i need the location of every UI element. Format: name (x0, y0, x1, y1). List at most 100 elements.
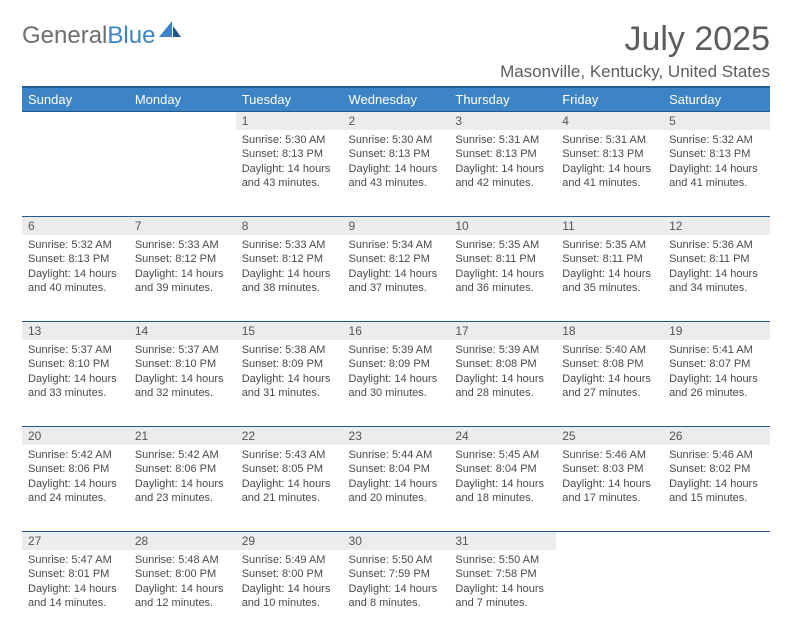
day-cell: Sunrise: 5:49 AMSunset: 8:00 PMDaylight:… (236, 550, 343, 613)
header: GeneralBlue July 2025 Masonville, Kentuc… (22, 22, 770, 82)
day-cell: Sunrise: 5:40 AMSunset: 8:08 PMDaylight:… (556, 340, 663, 403)
sunrise-line: Sunrise: 5:33 AM (135, 238, 230, 252)
sunrise-line: Sunrise: 5:30 AM (349, 133, 444, 147)
sunrise-line: Sunrise: 5:45 AM (455, 448, 550, 462)
sunset-line: Sunset: 8:07 PM (669, 357, 764, 371)
day-number-empty (556, 531, 663, 550)
day-number-row: 12345 (22, 111, 770, 130)
day-cell: Sunrise: 5:46 AMSunset: 8:02 PMDaylight:… (663, 445, 770, 508)
day-header: Saturday (663, 87, 770, 111)
daylight-line: Daylight: 14 hours and 8 minutes. (349, 582, 444, 611)
sunrise-line: Sunrise: 5:48 AM (135, 553, 230, 567)
day-number: 13 (22, 321, 129, 340)
daylight-line: Daylight: 14 hours and 31 minutes. (242, 372, 337, 401)
day-cell: Sunrise: 5:38 AMSunset: 8:09 PMDaylight:… (236, 340, 343, 403)
day-number: 29 (236, 531, 343, 550)
daylight-line: Daylight: 14 hours and 26 minutes. (669, 372, 764, 401)
day-header: Monday (129, 87, 236, 111)
sunset-line: Sunset: 8:10 PM (28, 357, 123, 371)
day-cell: Sunrise: 5:31 AMSunset: 8:13 PMDaylight:… (556, 130, 663, 193)
sunset-line: Sunset: 8:03 PM (562, 462, 657, 476)
sunset-line: Sunset: 8:12 PM (349, 252, 444, 266)
sunrise-line: Sunrise: 5:37 AM (135, 343, 230, 357)
day-number: 8 (236, 216, 343, 235)
day-number: 14 (129, 321, 236, 340)
daylight-line: Daylight: 14 hours and 40 minutes. (28, 267, 123, 296)
daylight-line: Daylight: 14 hours and 17 minutes. (562, 477, 657, 506)
day-number: 19 (663, 321, 770, 340)
day-header: Friday (556, 87, 663, 111)
daylight-line: Daylight: 14 hours and 14 minutes. (28, 582, 123, 611)
day-cell (22, 130, 129, 136)
sunrise-line: Sunrise: 5:39 AM (455, 343, 550, 357)
sunrise-line: Sunrise: 5:46 AM (669, 448, 764, 462)
sunrise-line: Sunrise: 5:44 AM (349, 448, 444, 462)
day-header: Wednesday (343, 87, 450, 111)
brand-logo: GeneralBlue (22, 22, 181, 50)
day-number: 28 (129, 531, 236, 550)
page-title: July 2025 (500, 22, 770, 56)
sunset-line: Sunset: 8:06 PM (135, 462, 230, 476)
daylight-line: Daylight: 14 hours and 38 minutes. (242, 267, 337, 296)
daylight-line: Daylight: 14 hours and 42 minutes. (455, 162, 550, 191)
sunrise-line: Sunrise: 5:47 AM (28, 553, 123, 567)
day-cell: Sunrise: 5:47 AMSunset: 8:01 PMDaylight:… (22, 550, 129, 613)
day-number: 22 (236, 426, 343, 445)
day-cell: Sunrise: 5:34 AMSunset: 8:12 PMDaylight:… (343, 235, 450, 298)
day-content-row: Sunrise: 5:30 AMSunset: 8:13 PMDaylight:… (22, 130, 770, 216)
sunrise-line: Sunrise: 5:41 AM (669, 343, 764, 357)
day-number: 18 (556, 321, 663, 340)
daylight-line: Daylight: 14 hours and 34 minutes. (669, 267, 764, 296)
day-number: 26 (663, 426, 770, 445)
sunrise-line: Sunrise: 5:36 AM (669, 238, 764, 252)
sunset-line: Sunset: 8:13 PM (28, 252, 123, 266)
day-header: Tuesday (236, 87, 343, 111)
day-number: 4 (556, 111, 663, 130)
sunrise-line: Sunrise: 5:31 AM (455, 133, 550, 147)
day-cell: Sunrise: 5:35 AMSunset: 8:11 PMDaylight:… (449, 235, 556, 298)
sunset-line: Sunset: 7:58 PM (455, 567, 550, 581)
daylight-line: Daylight: 14 hours and 7 minutes. (455, 582, 550, 611)
day-number: 11 (556, 216, 663, 235)
sunrise-line: Sunrise: 5:42 AM (28, 448, 123, 462)
day-cell: Sunrise: 5:30 AMSunset: 8:13 PMDaylight:… (343, 130, 450, 193)
sunset-line: Sunset: 8:02 PM (669, 462, 764, 476)
sunset-line: Sunset: 8:05 PM (242, 462, 337, 476)
sunrise-line: Sunrise: 5:34 AM (349, 238, 444, 252)
sunset-line: Sunset: 8:04 PM (455, 462, 550, 476)
day-header: Thursday (449, 87, 556, 111)
daylight-line: Daylight: 14 hours and 32 minutes. (135, 372, 230, 401)
day-cell: Sunrise: 5:46 AMSunset: 8:03 PMDaylight:… (556, 445, 663, 508)
day-cell (129, 130, 236, 136)
calendar-table: Sunday Monday Tuesday Wednesday Thursday… (22, 86, 770, 636)
daylight-line: Daylight: 14 hours and 39 minutes. (135, 267, 230, 296)
daylight-line: Daylight: 14 hours and 43 minutes. (349, 162, 444, 191)
day-cell: Sunrise: 5:32 AMSunset: 8:13 PMDaylight:… (22, 235, 129, 298)
sunrise-line: Sunrise: 5:50 AM (455, 553, 550, 567)
daylight-line: Daylight: 14 hours and 41 minutes. (562, 162, 657, 191)
daylight-line: Daylight: 14 hours and 23 minutes. (135, 477, 230, 506)
location-text: Masonville, Kentucky, United States (500, 62, 770, 82)
sunrise-line: Sunrise: 5:35 AM (562, 238, 657, 252)
sunrise-line: Sunrise: 5:43 AM (242, 448, 337, 462)
daylight-line: Daylight: 14 hours and 21 minutes. (242, 477, 337, 506)
day-number: 20 (22, 426, 129, 445)
sunset-line: Sunset: 8:08 PM (562, 357, 657, 371)
day-number: 31 (449, 531, 556, 550)
day-cell: Sunrise: 5:33 AMSunset: 8:12 PMDaylight:… (129, 235, 236, 298)
day-number: 6 (22, 216, 129, 235)
daylight-line: Daylight: 14 hours and 30 minutes. (349, 372, 444, 401)
day-number: 21 (129, 426, 236, 445)
sunset-line: Sunset: 8:11 PM (669, 252, 764, 266)
calendar-body: 12345Sunrise: 5:30 AMSunset: 8:13 PMDayl… (22, 111, 770, 636)
day-cell: Sunrise: 5:37 AMSunset: 8:10 PMDaylight:… (22, 340, 129, 403)
sunrise-line: Sunrise: 5:32 AM (669, 133, 764, 147)
day-number-empty (663, 531, 770, 550)
day-number: 24 (449, 426, 556, 445)
daylight-line: Daylight: 14 hours and 24 minutes. (28, 477, 123, 506)
sunset-line: Sunset: 8:13 PM (562, 147, 657, 161)
day-number: 27 (22, 531, 129, 550)
brand-part1: General (22, 22, 107, 50)
day-cell: Sunrise: 5:44 AMSunset: 8:04 PMDaylight:… (343, 445, 450, 508)
day-cell: Sunrise: 5:43 AMSunset: 8:05 PMDaylight:… (236, 445, 343, 508)
